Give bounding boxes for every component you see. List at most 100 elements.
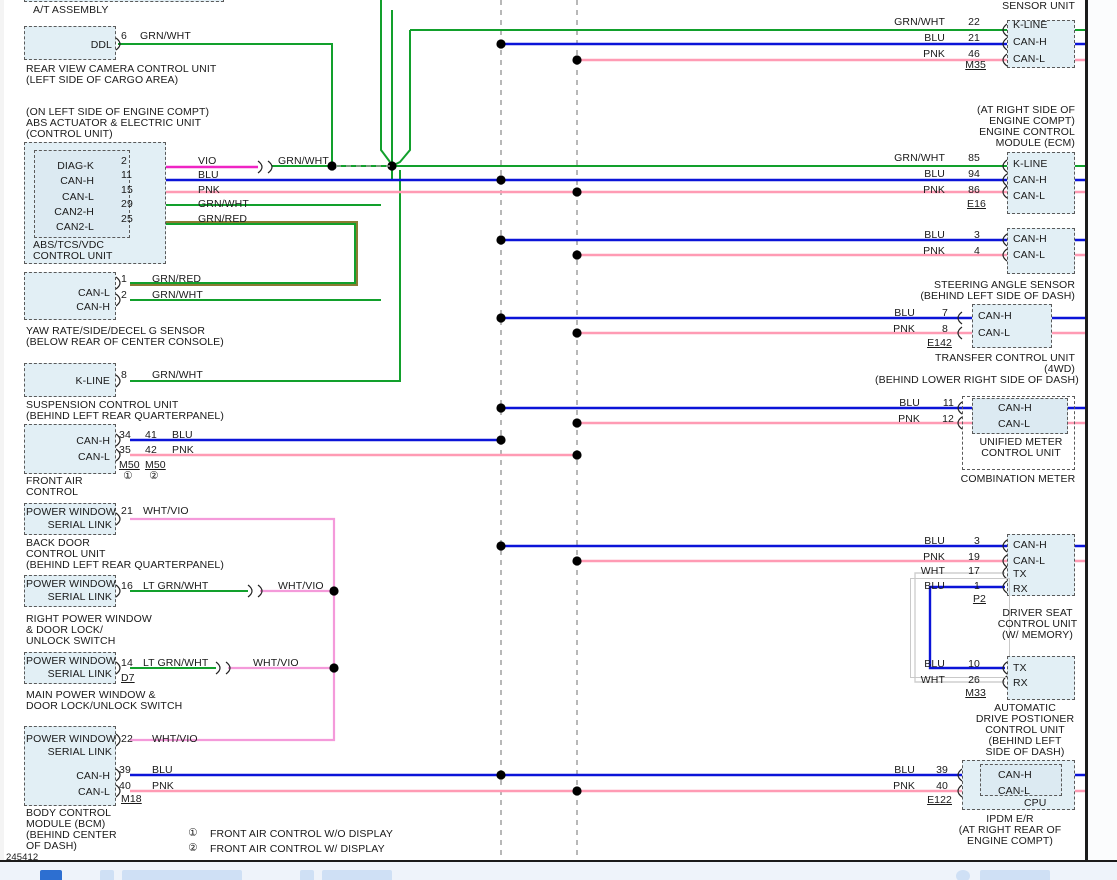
wire-label-susp-grnwht: GRN/WHT xyxy=(152,369,203,381)
pin-label-yaw-can-h: CAN-H xyxy=(76,301,110,313)
pin-label-tcu-can-h: CAN-H xyxy=(978,310,1012,322)
pin-number-airbag-can-h: 21 xyxy=(968,32,980,44)
pin-label-abs-can2-l: CAN2-L xyxy=(56,221,94,233)
pin-label-umcu-can-h: CAN-H xyxy=(998,402,1032,414)
pin-label-diag-k: DIAG-K xyxy=(57,160,94,172)
toolbar-icon-3[interactable] xyxy=(300,870,314,880)
yaw-rate-sensor-label: YAW RATE/SIDE/DECEL G SENSOR (BELOW REAR… xyxy=(26,325,224,348)
pin-label-ipdm-can-h: CAN-H xyxy=(998,769,1032,781)
connector-id-m50-b: M50 xyxy=(145,459,166,471)
wire-label-bcm-pnk: PNK xyxy=(152,780,174,792)
right-power-window-switch-label: RIGHT POWER WINDOW & DOOR LOCK/ UNLOCK S… xyxy=(26,613,152,647)
wire-label-ecm-blu: BLU xyxy=(924,168,945,180)
pin-number-ecm-can-h: 94 xyxy=(968,168,980,180)
wire-label-abs-blu: BLU xyxy=(198,169,219,181)
toolbar-label-2[interactable] xyxy=(322,870,392,880)
combination-meter-label: COMBINATION METER xyxy=(960,473,1076,485)
wire-label-bcm-whtvio: WHT/VIO xyxy=(152,733,198,745)
combination-meter-box xyxy=(962,396,1075,470)
pin-number-ipdm-can-l: 40 xyxy=(936,780,948,792)
pin-label-tcu-can-l: CAN-L xyxy=(978,327,1011,339)
pin-number-fac-can-h-2: 41 xyxy=(145,429,157,441)
pin-label-ecm-can-l: CAN-L xyxy=(1013,190,1046,202)
wire-label-adp-wht: WHT xyxy=(920,674,945,686)
pin-number-bcm-pwsl: 22 xyxy=(121,733,133,745)
pin-number-adp-tx: 10 xyxy=(968,658,980,670)
wire-label-camera-grnwht: GRN/WHT xyxy=(140,30,191,42)
viewer-bottom-toolbar[interactable] xyxy=(0,860,1117,880)
wire-label-airbag-grnwht: GRN/WHT xyxy=(894,16,945,28)
transfer-control-unit-box xyxy=(972,304,1052,348)
footnote-marker-two: ② xyxy=(188,842,198,854)
pin-label-susp-k-line: K-LINE xyxy=(75,375,110,387)
wire-label-umcu-blu: BLU xyxy=(899,397,920,409)
pin-label-backdoor-pwsl: POWER WINDOW SERIAL LINK xyxy=(26,506,116,531)
main-power-window-switch-box xyxy=(24,652,116,684)
toolbar-label-3[interactable] xyxy=(980,870,1050,880)
pin-label-bcm-can-h: CAN-H xyxy=(76,770,110,782)
main-power-window-switch-label: MAIN POWER WINDOW & DOOR LOCK/UNLOCK SWI… xyxy=(26,689,183,712)
wire-label-dscu-wht: WHT xyxy=(920,565,945,577)
pin-number-abs-can-l: 15 xyxy=(121,184,133,196)
pin-label-airbag-can-h: CAN-H xyxy=(1013,36,1047,48)
wire-label-tcu-blu: BLU xyxy=(894,307,915,319)
pin-label-dscu-can-l: CAN-L xyxy=(1013,555,1046,567)
driver-seat-adp-link-frame xyxy=(910,578,1010,678)
wire-label-airbag-pnk: PNK xyxy=(923,48,945,60)
pin-number-fac-can-h-1: 34 xyxy=(119,429,131,441)
footnote-marker-one: ① xyxy=(188,827,198,839)
toolbar-label-1[interactable] xyxy=(122,870,242,880)
abs-tcs-vdc-label: ABS/TCS/VDC CONTROL UNIT xyxy=(33,239,113,262)
toolbar-icon-2[interactable] xyxy=(100,870,114,880)
connector-id-m33: M33 xyxy=(965,687,986,699)
wire-label-abs-can2h-grnwht: GRN/WHT xyxy=(198,198,249,210)
wire-label-ecm-pnk: PNK xyxy=(923,184,945,196)
wire-label-tcu-pnk: PNK xyxy=(893,323,915,335)
pin-number-fac-can-l-2: 42 xyxy=(145,444,157,456)
connector-id-e142: E142 xyxy=(927,337,952,349)
pin-number-tcu-can-h: 7 xyxy=(942,307,948,319)
wire-label-sas-blu: BLU xyxy=(924,229,945,241)
pin-label-yaw-can-l: CAN-L xyxy=(77,287,110,299)
wire-label-main-pw-whtvio: WHT/VIO xyxy=(253,657,299,669)
pin-number-abs-can-h: 11 xyxy=(121,169,133,181)
wire-label-yaw-grnwht: GRN/WHT xyxy=(152,289,203,301)
connector-id-m18: M18 xyxy=(121,793,142,805)
connector-id-e122: E122 xyxy=(927,794,952,806)
zoom-in-icon[interactable] xyxy=(956,870,970,880)
toolbar-icon-1[interactable] xyxy=(40,870,62,880)
pin-number-umcu-can-h: 11 xyxy=(942,397,954,409)
back-door-control-unit-box xyxy=(24,503,116,535)
wire-label-splice-grnwht: GRN/WHT xyxy=(278,155,329,167)
at-assembly-box xyxy=(24,0,224,2)
connector-id-m50-a: M50 xyxy=(119,459,140,471)
steering-angle-sensor-label: STEERING ANGLE SENSOR (BEHIND LEFT SIDE … xyxy=(920,279,1075,302)
pin-label-ecm-can-h: CAN-H xyxy=(1013,174,1047,186)
driver-seat-control-unit-label: DRIVER SEAT CONTROL UNIT (W/ MEMORY) xyxy=(997,607,1078,641)
pin-label-bcm-pwsl: POWER WINDOW SERIAL LINK xyxy=(26,733,116,758)
yaw-rate-sensor-box xyxy=(24,272,116,320)
wire-label-abs-can2l-grnred: GRN/RED xyxy=(198,213,248,225)
pin-number-right-pw-pwsl: 16 xyxy=(121,580,133,592)
wire-label-ipdm-pnk: PNK xyxy=(893,780,915,792)
pin-number-backdoor-pwsl: 21 xyxy=(121,505,133,517)
engine-control-module-box xyxy=(1007,152,1075,214)
air-bag-sensor-unit-box xyxy=(1007,20,1075,68)
viewer-scroll-gutter[interactable] xyxy=(1088,0,1117,860)
unified-meter-control-unit-label: UNIFIED METER CONTROL UNIT xyxy=(979,436,1063,459)
wire-label-airbag-blu: BLU xyxy=(924,32,945,44)
unified-meter-control-unit-box xyxy=(972,398,1068,434)
wire-label-fac-pnk: PNK xyxy=(172,444,194,456)
pin-label-bcm-can-l: CAN-L xyxy=(77,786,110,798)
pin-label-dscu-tx: TX xyxy=(1013,568,1027,580)
pin-label-ipdm-cpu: CPU xyxy=(1024,797,1047,809)
right-power-window-switch-box xyxy=(24,575,116,607)
wire-label-yaw-grnred: GRN/RED xyxy=(152,273,202,285)
pin-number-yaw-can-l: 1 xyxy=(121,273,127,285)
pin-number-sas-can-l: 4 xyxy=(974,245,980,257)
wire-label-ecm-grnwht: GRN/WHT xyxy=(894,152,945,164)
pin-label-ddl: DDL xyxy=(90,39,112,51)
pin-label-dscu-can-h: CAN-H xyxy=(1013,539,1047,551)
pin-label-airbag-k-line: K-LINE xyxy=(1013,19,1048,31)
